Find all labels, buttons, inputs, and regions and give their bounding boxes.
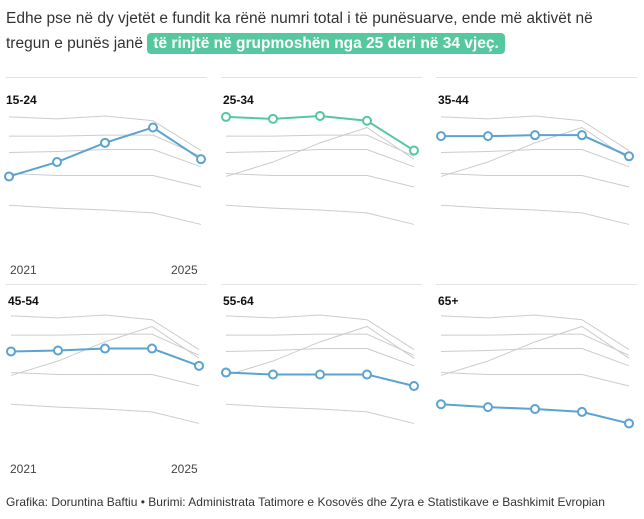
x-start-label-bottom: 2021 bbox=[10, 462, 37, 476]
context-line-35-44-0 bbox=[440, 126, 630, 177]
data-point-25-34-2022 bbox=[268, 113, 278, 124]
context-line-45-54-2 bbox=[11, 333, 200, 356]
context-line-45-54-0 bbox=[10, 325, 200, 376]
panel-title-65-plus: 65+ bbox=[438, 294, 458, 308]
headline: Edhe pse në dy vjetët e fundit ka rënë n… bbox=[6, 6, 638, 56]
context-line-55-64-0 bbox=[225, 325, 415, 376]
context-line-25-34-5 bbox=[225, 204, 415, 225]
context-line-35-44-4 bbox=[440, 173, 630, 188]
context-line-15-24-1 bbox=[8, 115, 202, 151]
context-line-35-44-5 bbox=[440, 204, 630, 225]
context-line-55-64-2 bbox=[226, 333, 415, 356]
data-point-55-64-2021 bbox=[221, 367, 231, 378]
x-start-label-top: 2021 bbox=[10, 263, 37, 277]
panel-title-35-44: 35-44 bbox=[438, 93, 469, 107]
data-point-35-44-2022 bbox=[483, 131, 493, 142]
data-point-55-64-2022 bbox=[268, 369, 278, 380]
data-point-65-plus-2023 bbox=[530, 404, 540, 415]
context-line-45-54-5 bbox=[10, 403, 200, 424]
x-end-label-bottom: 2025 bbox=[171, 462, 198, 476]
context-line-65-plus-3 bbox=[440, 348, 630, 367]
data-point-15-24-2025 bbox=[196, 154, 206, 165]
context-line-25-34-4 bbox=[225, 173, 415, 188]
data-point-65-plus-2022 bbox=[483, 402, 493, 413]
data-point-65-plus-2024 bbox=[577, 406, 587, 417]
data-point-45-54-2024 bbox=[147, 343, 157, 354]
context-line-25-34-3 bbox=[225, 149, 415, 168]
context-line-65-plus-1 bbox=[440, 314, 630, 350]
context-line-25-34-0 bbox=[225, 126, 415, 177]
data-point-25-34-2023 bbox=[315, 110, 325, 121]
footer-credits: Grafika: Doruntina Baftiu • Burimi: Admi… bbox=[6, 495, 605, 509]
context-line-55-64-5 bbox=[225, 403, 415, 424]
panel-title-15-24: 15-24 bbox=[6, 93, 37, 107]
data-point-15-24-2021 bbox=[4, 171, 14, 182]
data-point-45-54-2023 bbox=[100, 343, 110, 354]
data-point-65-plus-2025 bbox=[624, 418, 634, 429]
divider-top-right bbox=[436, 77, 637, 78]
data-point-15-24-2023 bbox=[100, 137, 110, 148]
data-point-55-64-2023 bbox=[315, 369, 325, 380]
context-line-15-24-2 bbox=[9, 134, 202, 157]
panel-title-55-64: 55-64 bbox=[223, 294, 254, 308]
divider-bottom-right bbox=[436, 284, 637, 285]
panel-title-45-54: 45-54 bbox=[8, 294, 39, 308]
data-point-35-44-2021 bbox=[436, 131, 446, 142]
data-point-55-64-2024 bbox=[362, 369, 372, 380]
data-point-35-44-2024 bbox=[577, 130, 587, 141]
data-point-55-64-2025 bbox=[409, 381, 419, 391]
context-line-15-24-5 bbox=[8, 204, 202, 225]
data-point-25-34-2024 bbox=[362, 115, 372, 126]
panel-title-25-34: 25-34 bbox=[223, 93, 254, 107]
data-point-15-24-2024 bbox=[148, 122, 158, 133]
x-end-label-top: 2025 bbox=[171, 263, 198, 277]
data-point-45-54-2025 bbox=[194, 360, 204, 371]
context-line-55-64-1 bbox=[225, 314, 415, 350]
context-line-15-24-4 bbox=[8, 173, 202, 188]
divider-bottom-left bbox=[6, 284, 207, 285]
divider-top-mid bbox=[221, 77, 422, 78]
divider-bottom-mid bbox=[221, 284, 422, 285]
context-line-15-24-3 bbox=[8, 149, 202, 168]
divider-top-left bbox=[6, 77, 207, 78]
context-line-35-44-1 bbox=[440, 115, 630, 151]
headline-text: Edhe pse në dy vjetët e fundit ka rënë n… bbox=[6, 10, 593, 52]
context-line-65-plus-0 bbox=[440, 325, 630, 376]
context-line-65-plus-2 bbox=[441, 333, 630, 356]
context-line-45-54-4 bbox=[10, 372, 200, 387]
context-line-25-34-2 bbox=[226, 134, 415, 157]
data-point-35-44-2025 bbox=[624, 151, 634, 162]
context-line-55-64-3 bbox=[225, 348, 415, 367]
context-line-35-44-3 bbox=[440, 149, 630, 168]
data-point-45-54-2022 bbox=[53, 345, 63, 356]
context-line-65-plus-4 bbox=[440, 372, 630, 387]
data-point-25-34-2021 bbox=[221, 111, 231, 122]
data-point-35-44-2023 bbox=[530, 130, 540, 141]
data-point-25-34-2025 bbox=[409, 145, 419, 156]
data-point-65-plus-2021 bbox=[436, 399, 446, 410]
context-line-45-54-1 bbox=[10, 314, 200, 350]
series-line-25-34 bbox=[225, 114, 415, 152]
data-point-15-24-2022 bbox=[52, 157, 62, 168]
data-point-45-54-2021 bbox=[6, 346, 16, 357]
headline-highlight: të rinjtë në grupmoshën nga 25 deri në 3… bbox=[147, 33, 505, 54]
